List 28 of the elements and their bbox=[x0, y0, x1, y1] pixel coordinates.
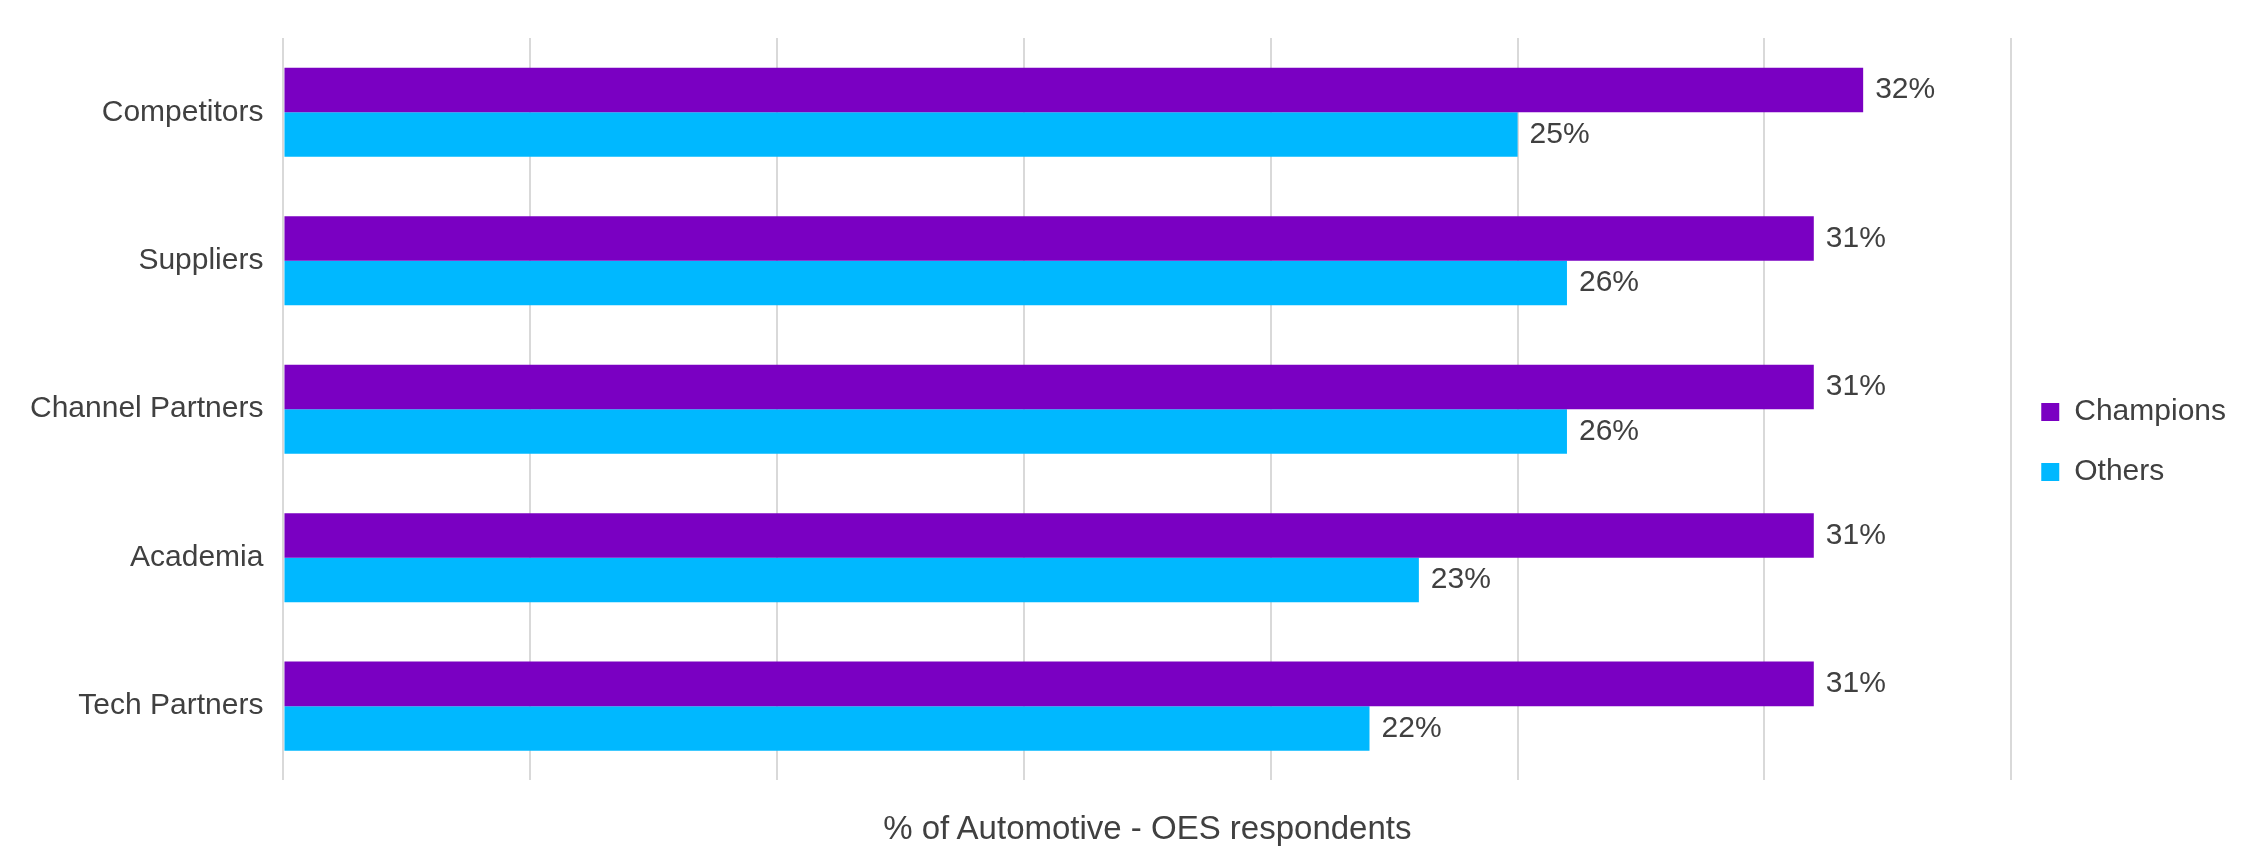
bar bbox=[284, 513, 1814, 558]
data-label: 31% bbox=[1825, 219, 1886, 253]
y-tick-label: Academia bbox=[130, 538, 264, 572]
bar bbox=[284, 67, 1864, 113]
bar bbox=[284, 260, 1567, 306]
bar bbox=[284, 216, 1814, 261]
y-tick-label: Competitors bbox=[101, 93, 264, 127]
data-label: 31% bbox=[1825, 665, 1886, 699]
data-label: 31% bbox=[1825, 516, 1886, 550]
x-axis-title: % of Automotive - OES respondents bbox=[883, 809, 1412, 847]
data-label: 26% bbox=[1578, 412, 1640, 446]
y-tick-label: Suppliers bbox=[138, 241, 264, 275]
y-tick-label: Tech Partners bbox=[78, 687, 264, 721]
bar bbox=[284, 706, 1370, 751]
y-tick-label: Channel Partners bbox=[30, 390, 264, 424]
data-label: 26% bbox=[1578, 264, 1640, 298]
legend-label: Others bbox=[2074, 453, 2165, 487]
data-label: 23% bbox=[1430, 561, 1491, 595]
data-label: 22% bbox=[1381, 709, 1442, 743]
bar bbox=[284, 112, 1518, 157]
bar bbox=[284, 364, 1814, 410]
bar bbox=[284, 661, 1814, 707]
legend-label: Champions bbox=[2074, 393, 2227, 427]
bar bbox=[284, 409, 1567, 454]
data-label: 32% bbox=[1875, 71, 1936, 105]
data-label: 25% bbox=[1529, 115, 1590, 149]
data-label: 31% bbox=[1825, 368, 1886, 402]
bar bbox=[284, 557, 1419, 603]
